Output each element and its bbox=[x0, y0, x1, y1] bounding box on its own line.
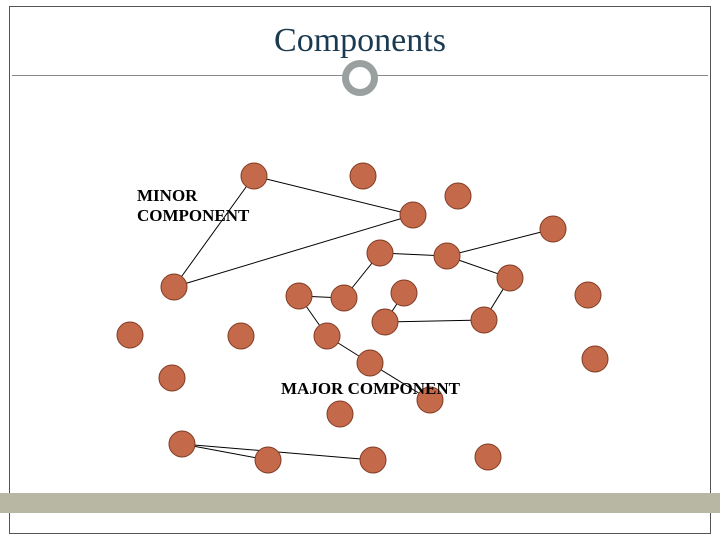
network-diagram bbox=[0, 0, 720, 540]
edge bbox=[254, 176, 413, 215]
minor-component-label: MINOR COMPONENT bbox=[137, 186, 249, 225]
node bbox=[350, 163, 376, 189]
node bbox=[367, 240, 393, 266]
node bbox=[372, 309, 398, 335]
node bbox=[400, 202, 426, 228]
node bbox=[471, 307, 497, 333]
node bbox=[540, 216, 566, 242]
node bbox=[582, 346, 608, 372]
node bbox=[445, 183, 471, 209]
node bbox=[117, 322, 143, 348]
node bbox=[434, 243, 460, 269]
node bbox=[228, 323, 254, 349]
node bbox=[169, 431, 195, 457]
node bbox=[255, 447, 281, 473]
node bbox=[159, 365, 185, 391]
node bbox=[360, 447, 386, 473]
footer-bar bbox=[0, 493, 720, 513]
node bbox=[497, 265, 523, 291]
major-component-label: MAJOR COMPONENT bbox=[281, 379, 460, 399]
node bbox=[331, 285, 357, 311]
node bbox=[391, 280, 417, 306]
node bbox=[314, 323, 340, 349]
slide: Components MINOR COMPONENT MAJOR COMPONE… bbox=[0, 0, 720, 540]
edge bbox=[447, 229, 553, 256]
edge bbox=[385, 320, 484, 322]
node bbox=[475, 444, 501, 470]
node bbox=[161, 274, 187, 300]
node bbox=[357, 350, 383, 376]
node bbox=[327, 401, 353, 427]
node bbox=[575, 282, 601, 308]
node bbox=[286, 283, 312, 309]
